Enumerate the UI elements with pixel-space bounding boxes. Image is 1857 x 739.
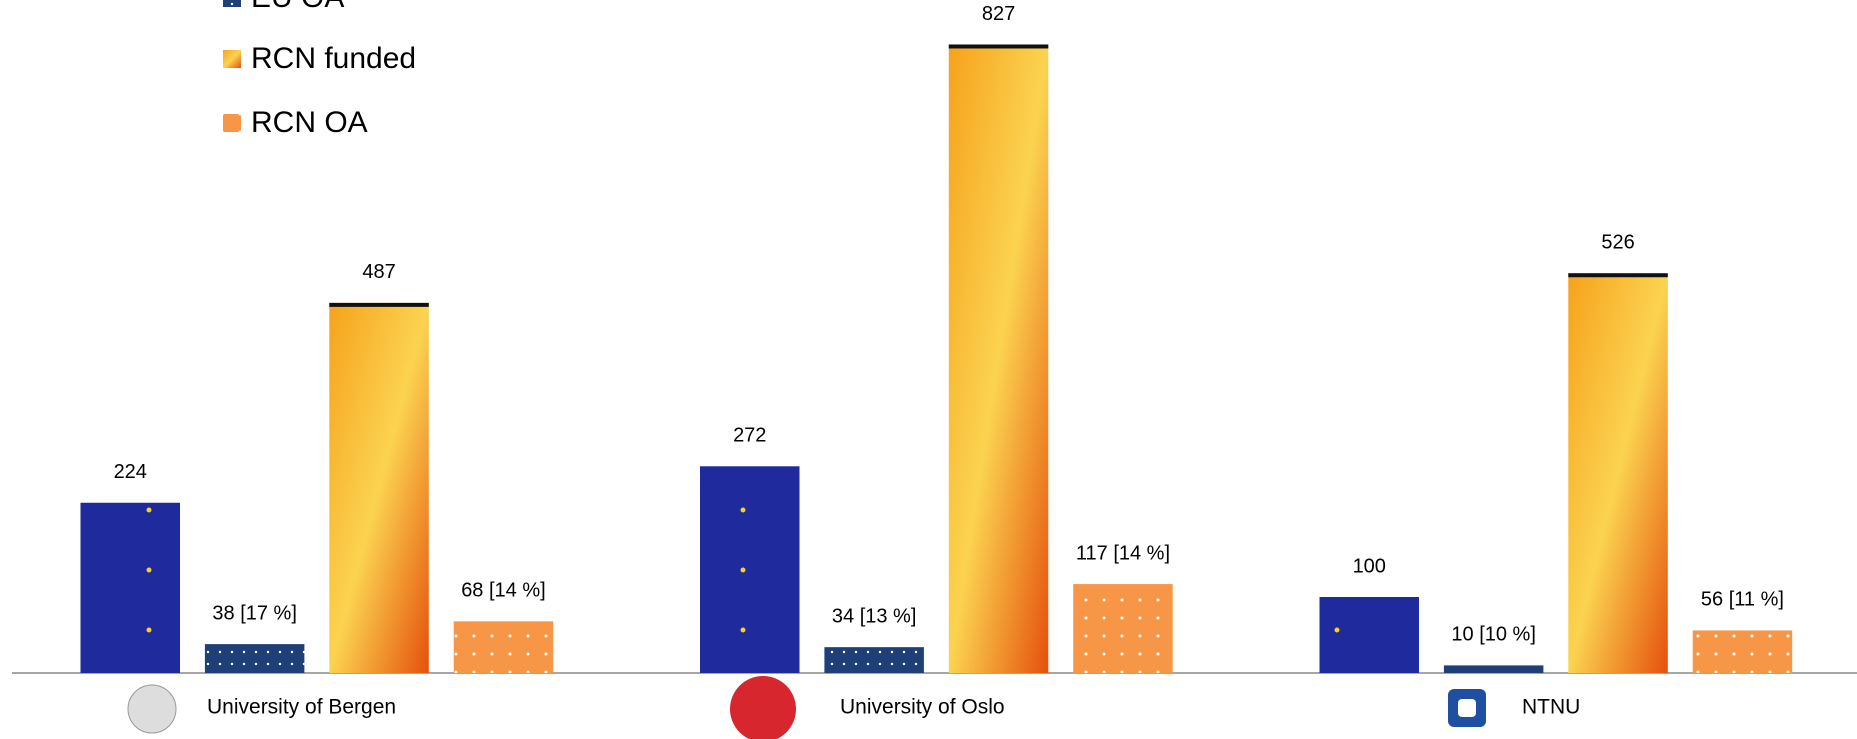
legend-swatch bbox=[223, 50, 241, 68]
bar bbox=[824, 647, 924, 673]
legend-label: RCN OA bbox=[251, 106, 368, 139]
bar bbox=[80, 502, 180, 673]
bar bbox=[1692, 630, 1793, 673]
value-label: 68 [14 %] bbox=[461, 580, 546, 602]
legend-label: RCN funded bbox=[251, 42, 416, 75]
value-label: 487 bbox=[362, 261, 395, 283]
value-label: 526 bbox=[1601, 232, 1634, 254]
bar bbox=[1568, 273, 1668, 673]
bar-top-edge bbox=[329, 302, 429, 307]
bar bbox=[1443, 665, 1544, 673]
value-label: 10 [10 %] bbox=[1451, 624, 1536, 646]
value-label: 224 bbox=[114, 461, 147, 483]
value-label: 827 bbox=[982, 3, 1015, 25]
bar bbox=[1319, 597, 1419, 673]
value-label: 117 [14 %] bbox=[1076, 542, 1170, 564]
bar bbox=[329, 302, 429, 673]
value-label: 38 [17 %] bbox=[212, 602, 297, 624]
legend-swatch bbox=[223, 0, 241, 7]
category-label: University of Bergen bbox=[207, 696, 396, 719]
legend-swatch bbox=[223, 114, 241, 132]
bar bbox=[948, 44, 1049, 674]
category-label: University of Oslo bbox=[840, 696, 1005, 719]
bar-top-edge bbox=[948, 44, 1049, 49]
category-label: NTNU bbox=[1522, 696, 1580, 719]
bar bbox=[1073, 584, 1173, 673]
value-label: 100 bbox=[1353, 555, 1386, 577]
value-label: 34 [13 %] bbox=[832, 605, 917, 627]
value-label: 272 bbox=[733, 425, 766, 447]
bar-top-edge bbox=[1568, 273, 1668, 278]
logo bbox=[127, 676, 1486, 739]
bar bbox=[453, 621, 554, 673]
bar bbox=[700, 466, 800, 673]
bar bbox=[204, 644, 305, 673]
legend-label: EU OA bbox=[251, 0, 344, 14]
value-label: 56 [11 %] bbox=[1701, 589, 1784, 611]
